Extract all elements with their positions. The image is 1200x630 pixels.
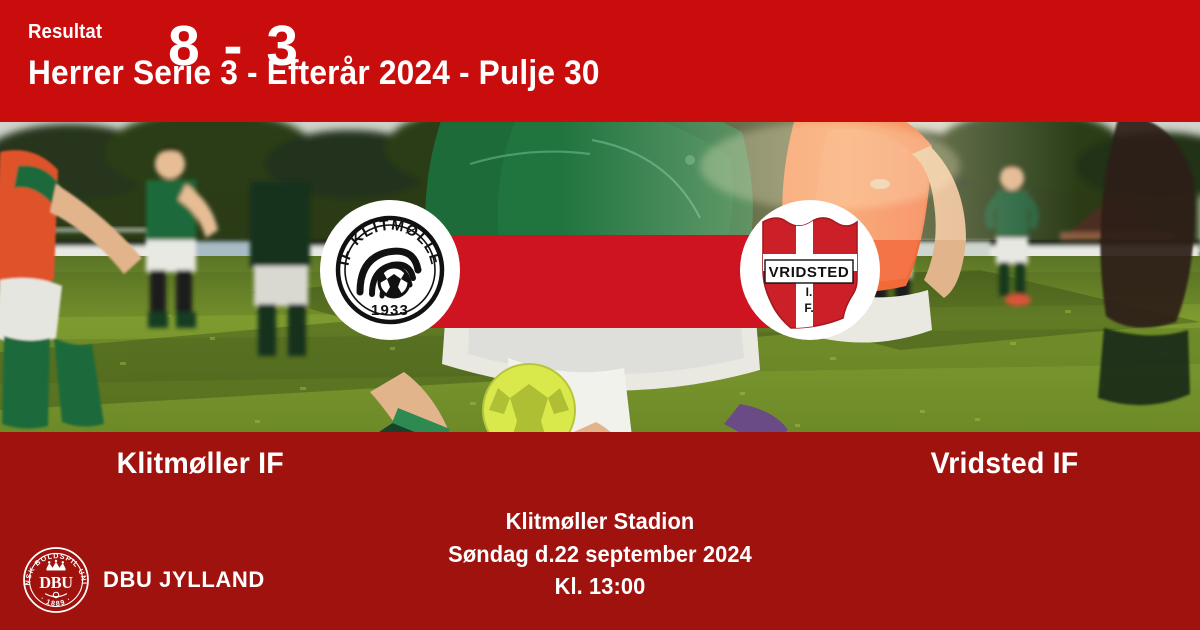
crest-initial-f: F. [804,301,813,315]
home-team-name: Klitmøller IF [116,447,284,480]
match-date: Søndag d.22 september 2024 [448,540,752,567]
away-team-crest: VRIDSTED I. F. [740,200,880,340]
page-title: Herrer Serie 3 - Efterår 2024 - Pulje 30 [28,54,600,92]
kif-klitmoeller-crest-icon: KIF KLITMØLLER 1933 [330,210,445,325]
dbu-seal-icon: DANSK BOLDSPIL UNION DBU · 1889 · [22,546,89,613]
team-names-row: Klitmøller IF Vridsted IF [0,446,1200,482]
dbu-monogram: DBU [39,573,73,592]
vridsted-if-crest-icon: VRIDSTED I. F. [762,217,858,329]
match-photo [0,122,1200,432]
dbu-jylland-wordmark: DBU JYLLAND [103,567,265,592]
crest-year-label: 1933 [371,302,409,319]
venue-name: Klitmøller Stadion [505,508,695,534]
poster-header: Resultat Herrer Serie 3 - Efterår 2024 -… [0,0,1200,122]
score-value: 8 - 3 [167,14,303,78]
dbu-jylland-logo: DANSK BOLDSPIL UNION DBU · 1889 · DBU JY… [22,546,265,614]
football-photo-illustration [0,122,1200,432]
header-kicker: Resultat [28,21,103,43]
crest-initial-i: I. [806,285,813,299]
match-info-panel: Klitmøller IF Vridsted IF Klitmøller Sta… [0,432,1200,630]
away-team-name: Vridsted IF [930,447,1079,480]
home-team-crest: KIF KLITMØLLER 1933 [320,200,460,340]
match-time: Kl. 13:00 [554,573,646,600]
crest-banner-label: VRIDSTED [769,264,850,281]
venue-details: Klitmøller Stadion Søndag d.22 september… [0,505,1200,603]
